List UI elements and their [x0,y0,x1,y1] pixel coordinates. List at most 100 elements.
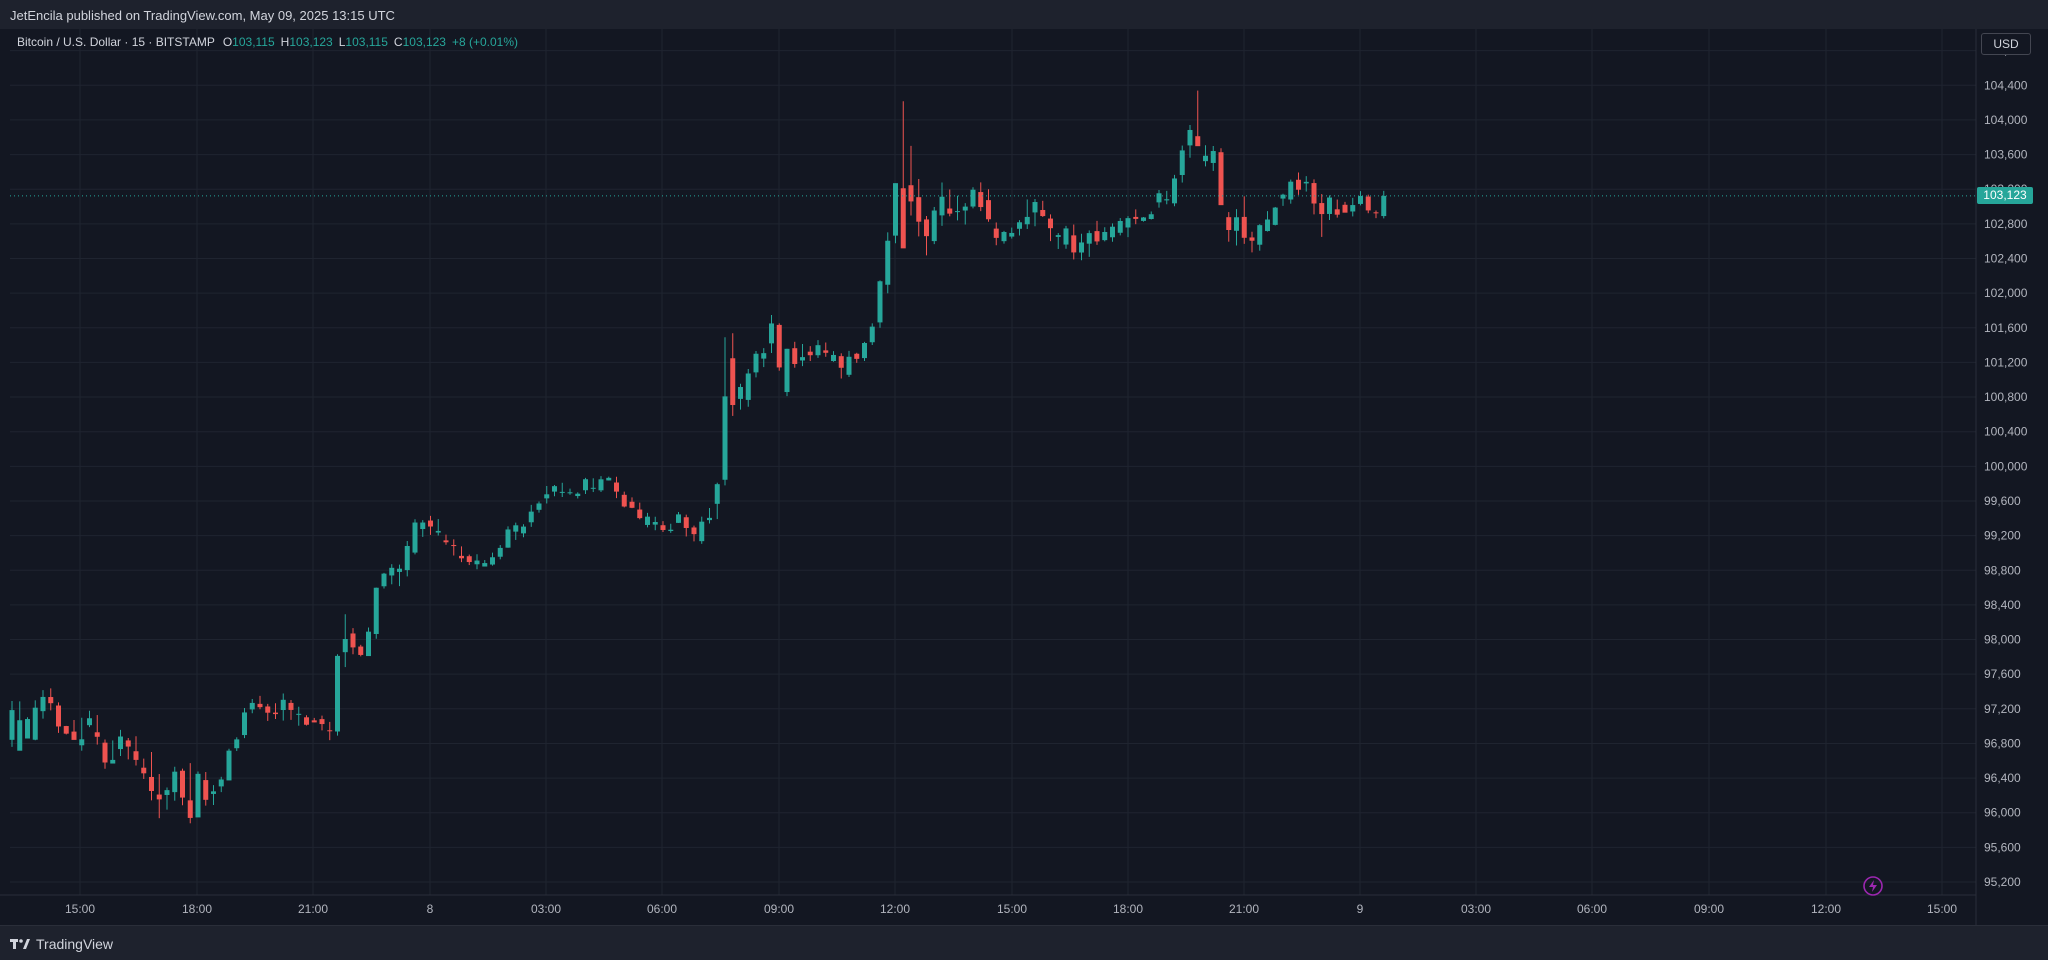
candle-body [195,773,201,818]
price-tick-label: 95,200 [1984,875,2021,889]
candle [1210,145,1216,171]
candle-body [862,343,867,359]
candle-body [497,547,503,557]
lightning-icon[interactable] [1861,874,1885,903]
candle-body [1265,219,1270,232]
candle-body [404,546,410,571]
candle-body [490,557,495,565]
time-tick-label: 12:00 [880,902,910,916]
candle [311,717,317,723]
candle-body [815,345,821,356]
low-value: L103,115 [338,35,388,49]
candle-body [559,491,565,493]
candle-body [583,479,588,491]
candle [466,554,472,566]
candle-body [257,703,263,708]
candle-body [350,633,356,648]
candle [1110,223,1115,242]
candle [180,768,185,806]
candle [1334,199,1340,218]
candle-body [482,563,488,567]
candle-body [761,353,767,359]
candle-body [869,326,875,343]
candle-body [1048,218,1053,229]
price-tick-label: 98,800 [1984,563,2021,577]
candle [575,492,581,499]
candle [1187,124,1193,158]
candle [1141,217,1146,222]
candle-body [900,188,906,249]
candle-body [536,503,542,510]
candle-body [753,353,759,373]
candle-body [311,720,317,723]
candle-body [1381,195,1387,217]
candle-body [1086,233,1092,244]
candle-body [1148,214,1154,220]
publisher-info: JetEncila published on TradingView.com, … [10,8,395,23]
tradingview-brand[interactable]: TradingView [10,936,113,952]
candle-body [1133,216,1139,219]
candle-body [397,568,402,572]
symbol-name: Bitcoin / U.S. Dollar · 15 · BITSTAMP [17,35,215,49]
time-tick-label: 03:00 [531,902,561,916]
candle [288,699,294,720]
candle-body [838,356,844,368]
candle [1265,211,1270,232]
candle [846,350,852,378]
candle-body [249,702,255,710]
candle-body [1156,193,1162,203]
candle-body [629,501,635,508]
price-chart[interactable]: 95,200 95,600 96,000 96,400 96,800 97,200 97,6… [0,29,2048,925]
candle [1148,211,1154,220]
currency-button[interactable]: USD [1981,33,2031,55]
candle [1249,231,1255,253]
candle [521,524,526,538]
candle-body [1234,217,1239,231]
candle-body [621,494,627,507]
candle [265,703,271,721]
candle [63,725,69,735]
candle-body [242,712,247,736]
candle [428,515,433,535]
candle [970,187,976,209]
candle-body [1117,220,1123,233]
candle [17,701,23,751]
candle [1358,191,1363,206]
candle-body [1009,232,1015,237]
price-tick-label: 100,400 [1984,425,2028,439]
price-tick-label: 96,800 [1984,736,2021,750]
candle-body [769,323,774,344]
candle [9,701,15,747]
candle-body [1296,179,1301,190]
candle [56,702,61,733]
candle [141,758,147,779]
candle [769,314,774,353]
candle-body [1272,207,1278,225]
candle-body [443,540,449,543]
candle [497,545,503,560]
candle [474,554,480,570]
candle-body [87,718,92,726]
candle-body [71,731,77,740]
candle [381,572,387,589]
candle-body [1079,242,1084,253]
candle-body [164,790,170,795]
candle-body [1257,225,1263,245]
candle [412,519,418,555]
candle-body [590,487,596,489]
candle [358,644,364,657]
candle-body [668,529,674,532]
candle [1288,179,1294,204]
candle-body [614,482,619,492]
candle-body [730,358,736,406]
price-tick-label: 95,600 [1984,840,2021,854]
time-tick-label: 18:00 [1113,902,1143,916]
candle [125,737,131,760]
candle [451,539,457,556]
candle-body [1179,150,1185,176]
candle-body [211,791,216,794]
candle [435,519,441,536]
time-tick-label: 06:00 [647,902,677,916]
time-axis[interactable]: 15:00 18:00 21:00 8 03:00 06:00 09:00 12:00 15:0… [65,902,1957,916]
candle-body [94,732,100,737]
